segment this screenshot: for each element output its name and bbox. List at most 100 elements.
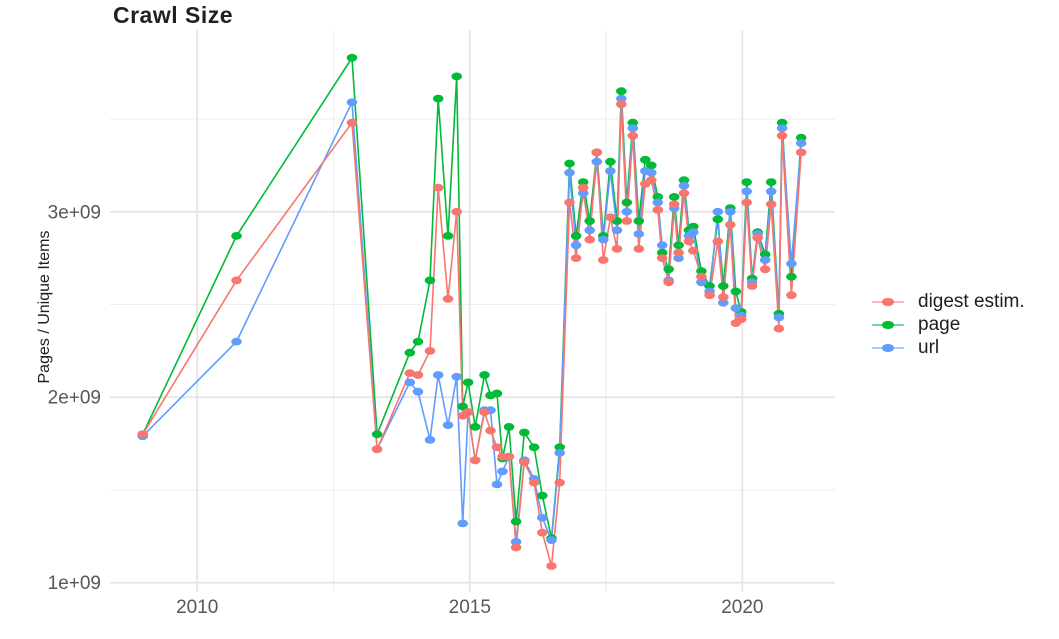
data-point-page xyxy=(584,217,595,225)
data-point-url xyxy=(741,187,752,196)
data-point-digestestim xyxy=(404,369,416,377)
data-point-url xyxy=(678,181,690,190)
data-point-url xyxy=(616,94,627,103)
data-point-page xyxy=(462,378,474,387)
data-point-page xyxy=(673,241,684,250)
data-point-url xyxy=(432,371,444,379)
x-tick-label: 2020 xyxy=(721,597,763,618)
data-point-digestestim xyxy=(469,456,481,465)
data-point-digestestim xyxy=(741,198,752,207)
data-point-url xyxy=(584,226,595,235)
data-point-digestestim xyxy=(616,100,627,109)
data-point-digestestim xyxy=(627,131,639,140)
data-point-url xyxy=(510,538,522,546)
data-point-digestestim xyxy=(678,189,690,198)
data-point-digestestim xyxy=(231,276,242,285)
data-point-digestestim xyxy=(577,183,589,192)
data-point-url xyxy=(776,124,788,133)
data-point-digestestim xyxy=(735,315,747,324)
data-point-page xyxy=(564,159,575,168)
data-point-page xyxy=(652,193,664,201)
data-point-page xyxy=(510,517,522,526)
data-point-digestestim xyxy=(510,543,522,552)
data-point-page xyxy=(646,161,657,170)
data-point-page xyxy=(688,222,699,231)
legend-label: digest estim. xyxy=(918,290,1025,312)
data-point-page xyxy=(730,287,742,296)
data-point-page xyxy=(605,157,616,166)
data-point-url xyxy=(730,304,742,313)
data-point-page xyxy=(718,282,729,290)
data-point-page xyxy=(678,176,690,185)
data-point-url xyxy=(346,98,358,107)
data-point-url xyxy=(598,235,609,244)
data-point-url xyxy=(795,139,807,148)
legend-key-icon-url xyxy=(872,341,904,355)
legend-item-digestestim: digest estim. xyxy=(872,290,1025,312)
data-point-page xyxy=(776,118,788,127)
y-tick-label: 3e+09 xyxy=(48,202,101,223)
data-point-digestestim xyxy=(786,291,797,300)
data-point-digestestim xyxy=(491,443,503,452)
legend-key-icon-page xyxy=(872,318,904,332)
legend-key-dot xyxy=(882,320,894,329)
data-point-digestestim xyxy=(752,233,763,242)
data-point-digestestim xyxy=(605,213,616,222)
data-point-digestestim xyxy=(712,237,724,246)
data-point-digestestim xyxy=(683,237,695,246)
data-point-digestestim xyxy=(584,235,595,244)
data-point-digestestim xyxy=(688,246,699,255)
data-point-digestestim xyxy=(462,408,474,416)
data-point-page xyxy=(577,178,589,187)
y-tick-label: 2e+09 xyxy=(48,388,101,409)
data-point-digestestim xyxy=(773,324,785,333)
data-point-digestestim xyxy=(528,478,540,487)
series-line-url xyxy=(142,97,802,543)
data-point-digestestim xyxy=(765,200,777,209)
data-point-page xyxy=(633,217,645,225)
data-point-page xyxy=(432,94,444,103)
data-point-page xyxy=(537,491,548,500)
data-point-page xyxy=(668,193,680,201)
data-point-page xyxy=(704,282,715,290)
data-point-digestestim xyxy=(668,200,680,209)
data-point-page xyxy=(741,178,752,187)
data-point-page xyxy=(712,215,724,224)
y-tick-label: 1e+09 xyxy=(48,573,101,594)
y-axis-title: Pages / Unique Items xyxy=(36,230,53,384)
data-point-page xyxy=(519,428,530,437)
legend-item-url: url xyxy=(872,336,1025,358)
data-point-url xyxy=(759,256,771,264)
data-point-page xyxy=(442,232,454,240)
data-point-digestestim xyxy=(564,198,575,207)
data-point-digestestim xyxy=(598,256,609,264)
data-point-digestestim xyxy=(371,445,383,454)
data-point-url xyxy=(570,241,582,250)
data-point-url xyxy=(404,378,416,387)
legend-item-page: page xyxy=(872,314,1025,335)
data-point-url xyxy=(537,513,548,522)
data-point-digestestim xyxy=(621,217,633,225)
chart-title: Crawl Size xyxy=(113,2,234,28)
data-point-url xyxy=(718,298,729,307)
data-point-url xyxy=(611,226,623,235)
data-point-digestestim xyxy=(696,272,707,281)
data-point-page xyxy=(759,250,771,259)
data-point-page xyxy=(451,72,463,81)
data-point-digestestim xyxy=(673,248,684,257)
data-point-url xyxy=(442,421,454,429)
data-point-page xyxy=(696,267,707,275)
data-point-url xyxy=(451,372,463,381)
data-point-digestestim xyxy=(646,176,657,185)
data-point-digestestim xyxy=(795,148,807,157)
data-point-url xyxy=(591,157,603,166)
data-point-url xyxy=(554,449,565,457)
data-point-url xyxy=(605,167,616,175)
data-point-digestestim xyxy=(652,206,664,214)
data-point-digestestim xyxy=(663,278,674,287)
data-point-digestestim xyxy=(611,245,623,253)
data-point-page xyxy=(786,272,797,281)
data-point-page xyxy=(663,265,674,274)
legend-label: url xyxy=(918,336,940,358)
